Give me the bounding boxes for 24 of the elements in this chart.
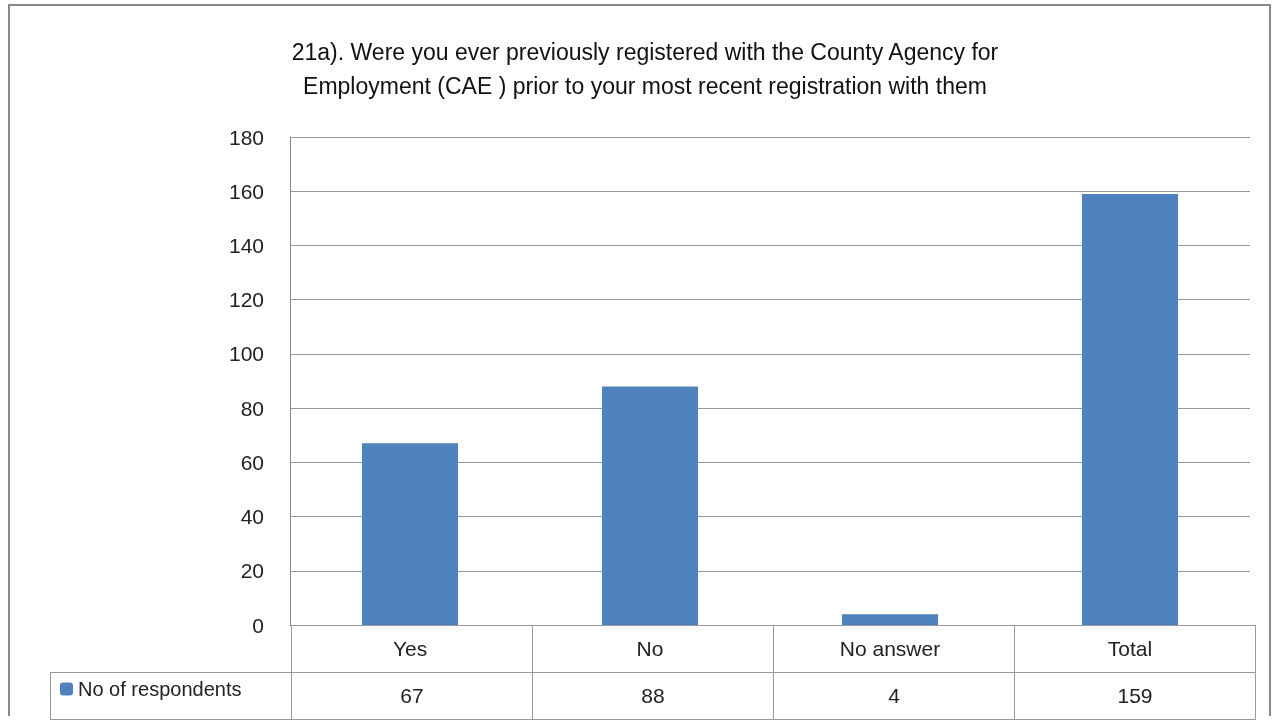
chart-title: 21a). Were you ever previously registered with the County Agency for Employment (CAE ) prior to your most recent registration with them [291, 39, 999, 99]
data-label: 159 [1014, 672, 1256, 720]
bar [602, 386, 698, 625]
x-tick-label: No answer [839, 637, 941, 660]
y-tick-label: 0 [252, 613, 264, 637]
y-tick-label: 40 [240, 505, 264, 529]
data-label: 4 [773, 672, 1015, 720]
x-tick-label: Yes [392, 637, 428, 660]
y-tick-label: 100 [228, 342, 264, 366]
y-tick-label: 120 [228, 288, 264, 312]
bar [1082, 193, 1178, 625]
y-tick-label: 160 [228, 179, 264, 203]
y-tick-label: 140 [228, 233, 264, 257]
x-tick-label: Total [1107, 637, 1153, 660]
y-tick-label: 60 [240, 450, 264, 474]
y-tick-label: 20 [240, 559, 264, 583]
x-tick-label: No [636, 637, 664, 660]
y-tick-label: 80 [240, 396, 264, 420]
data-label: 88 [532, 672, 774, 720]
bar [842, 614, 938, 625]
y-tick-label: 180 [228, 125, 264, 149]
legend-label: No of respondents [78, 678, 242, 700]
bar [362, 443, 458, 625]
data-label: 67 [291, 672, 533, 720]
